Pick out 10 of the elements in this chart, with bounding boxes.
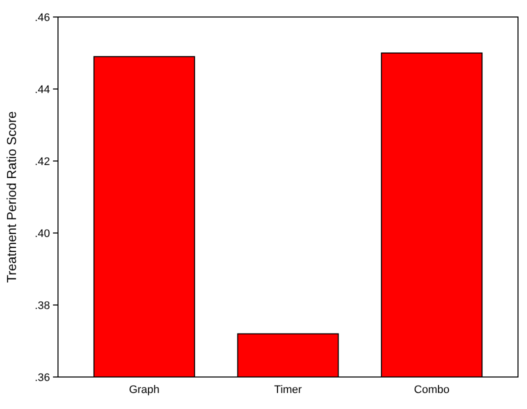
y-tick-label: .44 [34,84,50,96]
y-tick-label: .42 [34,156,50,168]
y-tick-label: .38 [34,300,50,312]
x-tick-label: Graph [128,384,160,396]
y-axis-title: Treatment Period Ratio Score [4,111,19,283]
x-tick-label: Timer [274,384,302,396]
y-tick-label: .36 [34,372,50,384]
y-tick-label: .40 [34,228,50,240]
x-tick-label: Combo [414,384,450,396]
y-tick-label: .46 [34,12,50,24]
